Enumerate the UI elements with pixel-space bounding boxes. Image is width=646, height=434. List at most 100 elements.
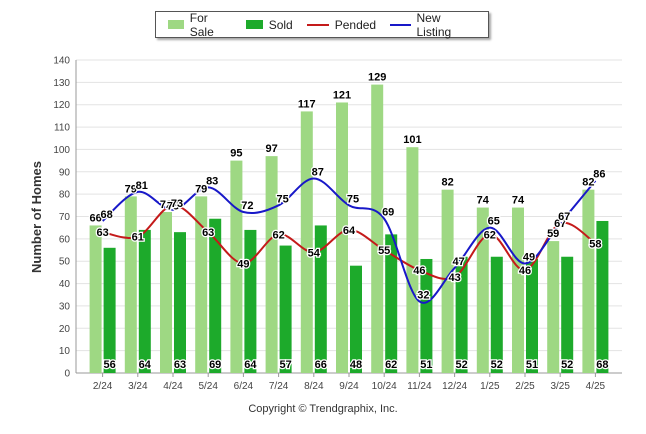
sold-data-label: 68 — [596, 359, 608, 371]
pended-data-label: 63 — [96, 227, 108, 239]
x-tick-label: 10/24 — [372, 381, 397, 392]
for-sale-data-label: 74 — [477, 195, 490, 207]
sold-bar — [385, 234, 398, 373]
pended-data-label: 49 — [237, 258, 249, 270]
for-sale-bar — [89, 225, 102, 373]
for-sale-data-label: 79 — [125, 183, 137, 195]
new-listing-data-label: 67 — [558, 211, 570, 223]
x-tick-label: 2/24 — [93, 381, 113, 392]
x-tick-label: 12/24 — [442, 381, 467, 392]
new-listing-swatch — [390, 23, 411, 26]
sold-bar — [420, 258, 433, 373]
for-sale-data-label: 121 — [333, 89, 351, 101]
legend-label-for-sale: For Sale — [189, 10, 214, 39]
pended-data-label: 58 — [589, 238, 601, 250]
for-sale-bar — [582, 189, 595, 373]
for-sale-data-label: 82 — [582, 177, 594, 189]
sold-bar — [490, 256, 503, 373]
sold-swatch — [245, 20, 263, 29]
sold-data-label: 66 — [315, 359, 327, 371]
sold-data-label: 62 — [385, 359, 397, 371]
pended-data-label: 61 — [132, 232, 144, 244]
new-listing-data-label: 68 — [100, 209, 112, 221]
y-tick-label: 110 — [54, 123, 70, 134]
legend-item-sold[interactable]: Sold — [245, 18, 293, 32]
pended-data-label: 46 — [413, 265, 425, 277]
pended-data-label: 63 — [202, 227, 214, 239]
for-sale-bar — [371, 84, 384, 373]
sold-data-label: 52 — [455, 359, 467, 371]
pended-data-label: 67 — [554, 218, 566, 230]
y-tick-label: 60 — [59, 234, 71, 245]
bars — [89, 84, 609, 374]
sold-data-label: 69 — [209, 359, 221, 371]
sold-bar — [244, 229, 257, 373]
sold-data-label: 63 — [174, 359, 186, 371]
for-sale-bar — [441, 189, 454, 373]
y-tick-label: 50 — [59, 257, 71, 268]
for-sale-bar — [265, 156, 278, 373]
sold-bar — [596, 220, 609, 373]
y-tick-label: 100 — [53, 145, 70, 156]
sold-bar — [350, 265, 362, 373]
legend-item-for-sale[interactable]: For Sale — [168, 11, 232, 39]
pended-data-label: 64 — [343, 225, 356, 237]
pended-data-label: 46 — [519, 265, 531, 277]
sold-data-label: 57 — [279, 359, 291, 371]
x-tick-label: 7/24 — [269, 381, 289, 392]
sold-data-label: 56 — [103, 359, 115, 371]
sold-data-label: 52 — [561, 359, 573, 371]
sold-bar — [561, 256, 574, 373]
legend-label-pended: Pended — [334, 17, 377, 32]
for-sale-data-label: 95 — [230, 148, 242, 160]
y-tick-label: 30 — [59, 301, 71, 312]
pended-data-label: 55 — [378, 245, 390, 257]
x-tick-label: 9/24 — [339, 381, 359, 392]
x-tick-label: 3/24 — [128, 381, 148, 392]
new-listing-data-label: 69 — [382, 207, 394, 219]
x-tick-label: 2/25 — [515, 381, 535, 392]
y-tick-label: 80 — [59, 190, 71, 201]
new-listing-data-label: 83 — [206, 175, 218, 187]
new-listing-data-label: 65 — [488, 216, 500, 228]
sold-bar — [526, 258, 538, 373]
sold-data-label: 51 — [526, 359, 538, 371]
legend-label-new-listing: New Listing — [416, 10, 452, 39]
legend-item-pended[interactable]: Pended — [306, 17, 377, 32]
y-tick-label: 90 — [59, 167, 71, 178]
y-axis-label: Number of Homes — [29, 161, 44, 273]
for-sale-data-label: 117 — [298, 98, 316, 110]
y-tick-label: 70 — [59, 212, 71, 223]
sold-data-label: 51 — [420, 359, 432, 371]
for-sale-bar — [336, 102, 348, 373]
for-sale-data-label: 129 — [368, 72, 386, 84]
for-sale-data-label: 66 — [89, 212, 101, 224]
new-listing-data-label: 75 — [347, 193, 359, 205]
new-listing-data-label: 32 — [417, 289, 429, 301]
y-tick-label: 130 — [53, 78, 70, 89]
for-sale-data-label: 79 — [195, 183, 207, 195]
lines — [101, 177, 597, 304]
legend-item-new-listing[interactable]: New Listing — [390, 11, 474, 39]
new-listing-data-label: 86 — [593, 169, 605, 181]
pended-data-label: 75 — [167, 200, 179, 212]
pended-data-label: 54 — [308, 247, 321, 259]
y-tick-label: 0 — [64, 369, 70, 380]
new-listing-data-label: 47 — [452, 256, 464, 268]
for-sale-data-label: 74 — [512, 195, 525, 207]
x-tick-label: 11/24 — [407, 381, 432, 392]
y-tick-label: 10 — [59, 346, 71, 357]
sold-data-label: 64 — [244, 359, 257, 371]
x-tick-label: 3/25 — [550, 381, 570, 392]
x-tick-label: 1/25 — [480, 381, 500, 392]
sold-bar — [138, 229, 151, 373]
x-tick-label: 5/24 — [198, 381, 218, 392]
sold-data-label: 52 — [491, 359, 503, 371]
sold-data-label: 64 — [139, 359, 152, 371]
legend: For Sale Sold Pended New Listing — [155, 11, 489, 39]
x-tick-label: 6/24 — [234, 381, 254, 392]
for-sale-bar — [124, 196, 137, 373]
for-sale-bar — [230, 160, 243, 373]
pended-swatch — [306, 23, 329, 26]
new-listing-data-label: 72 — [241, 200, 253, 212]
